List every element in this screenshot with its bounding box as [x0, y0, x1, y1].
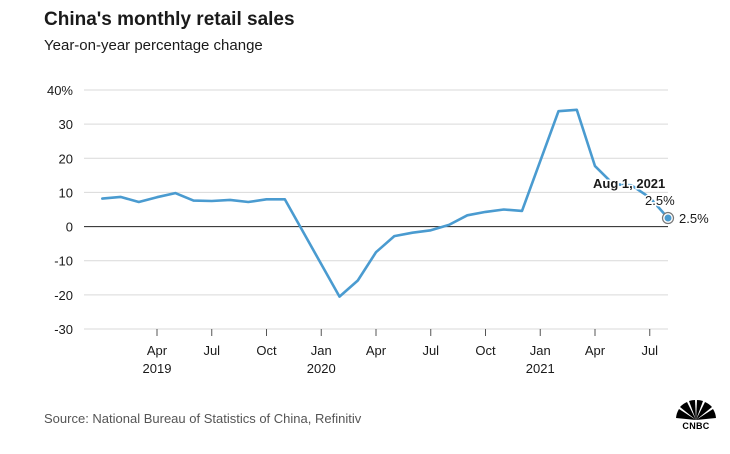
peacock-logo-icon	[676, 400, 716, 420]
end-value-label: 2.5%	[679, 211, 709, 226]
grid-layer	[84, 89, 668, 330]
x-year-label: 2019	[143, 361, 172, 376]
x-tick-label: Oct	[256, 343, 277, 358]
annotation-layer: Aug 1, 2021 2.5% 2.5%	[592, 175, 710, 227]
x-tick-label: Jan	[530, 343, 551, 358]
annotation-marker	[664, 214, 672, 222]
y-tick-label: 20	[59, 151, 73, 166]
y-tick-label: -30	[54, 322, 73, 337]
chart-title: China's monthly retail sales	[44, 9, 295, 30]
series-layer	[101, 108, 670, 298]
x-tick-label: Apr	[147, 343, 168, 358]
y-tick-label: -20	[54, 288, 73, 303]
source-note: Source: National Bureau of Statistics of…	[44, 411, 362, 426]
x-tick-label: Apr	[585, 343, 606, 358]
y-axis-labels: 40% 30 20 10 0 -10 -20 -30	[47, 83, 73, 337]
x-tick-label: Jul	[641, 343, 658, 358]
y-tick-label: 10	[59, 185, 73, 200]
x-tick-label: Apr	[366, 343, 387, 358]
x-tick-label: Oct	[475, 343, 496, 358]
x-tick-label: Jul	[203, 343, 220, 358]
annotation-date: Aug 1, 2021	[593, 176, 665, 191]
y-tick-label: -10	[54, 254, 73, 269]
chart-subtitle: Year-on-year percentage change	[44, 37, 263, 54]
y-tick-label: 30	[59, 117, 73, 132]
annotation-value: 2.5%	[645, 193, 675, 208]
cnbc-logo-text: CNBC	[682, 421, 710, 431]
x-axis: Apr 2019 Jul Oct Jan 2020 Apr Jul Oct Jan 2021 Apr J…	[143, 329, 658, 376]
x-tick-label: Jul	[422, 343, 439, 358]
x-tick-label: Jan	[311, 343, 332, 358]
y-tick-label: 40%	[47, 83, 73, 98]
series-line	[101, 108, 670, 298]
x-year-label: 2020	[307, 361, 336, 376]
y-tick-label: 0	[66, 220, 73, 235]
x-year-label: 2021	[526, 361, 555, 376]
